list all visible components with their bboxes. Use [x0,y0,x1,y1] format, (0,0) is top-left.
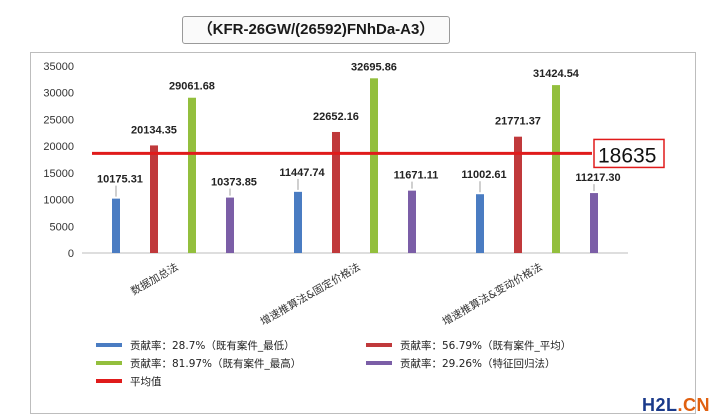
legend-label-reference: 平均值 [130,375,162,388]
legend-item-series-3: 贡献率：29.26%（特征回归法） [366,356,636,371]
legend-item-series-1: 贡献率：56.79%（既有案件_平均） [366,338,636,353]
legend-row: 贡献率：81.97%（既有案件_最高） 贡献率：29.26%（特征回归法） [96,354,636,372]
category-label-0: 数据加总法 [129,260,181,298]
bars-layer [112,78,598,253]
legend-row: 平均值 [96,372,636,390]
legend-item-series-2: 贡献率：81.97%（既有案件_最高） [96,356,366,371]
reference-layer: 18635 [92,138,665,169]
data-label-1-1: 22652.16 [313,111,359,123]
bar-0-2 [476,194,484,253]
reference-label-box [593,138,665,169]
data-label-3-0: 10373.85 [211,177,257,189]
data-label-0-1: 11447.74 [279,167,325,179]
chart-title: （KFR-26GW/(26592)FNhDa-A3） [182,16,450,44]
bar-3-2 [590,193,598,253]
bar-2-2 [552,85,560,253]
category-label-1: 增速推算法&固定价格法 [258,260,363,328]
data-label-2-1: 32695.86 [351,61,397,73]
y-tick-label: 25000 [43,114,74,126]
bar-1-0 [150,145,158,253]
data-label-3-1: 11671.11 [394,170,439,182]
watermark-part-a: H2L [641,395,678,415]
legend-row: 贡献率：28.7%（既有案件_最低） 贡献率：56.79%（既有案件_平均） [96,336,636,354]
legend-swatch-series-0 [96,343,122,347]
y-tick-label: 20000 [43,141,74,153]
data-label-2-0: 29061.68 [169,81,215,93]
reference-value-label: 18635 [598,144,656,167]
category-label-2: 增速推算法&变动价格法 [440,260,545,328]
legend-swatch-reference [96,379,122,383]
bar-3-1 [408,190,416,253]
data-label-2-2: 31424.54 [533,68,580,80]
site-watermark: H2L.CN [642,395,710,416]
legend-label-series-1: 贡献率：56.79%（既有案件_平均） [400,339,572,352]
y-tick-label: 0 [68,248,74,260]
legend-swatch-series-2 [96,361,122,365]
data-label-3-2: 11217.30 [575,172,620,184]
bar-0-0 [112,198,120,253]
legend-swatch-series-1 [366,343,392,347]
watermark-part-b: .CN [677,395,710,415]
y-tick-label: 5000 [50,221,74,233]
y-tick-label: 35000 [43,61,74,73]
y-tick-label: 30000 [43,88,74,100]
y-tick-label: 10000 [43,195,74,207]
legend-label-series-0: 贡献率：28.7%（既有案件_最低） [130,339,295,352]
legend-label-series-3: 贡献率：29.26%（特征回归法） [400,357,556,370]
legend-label-series-2: 贡献率：81.97%（既有案件_最高） [130,357,302,370]
legend-item-series-0: 贡献率：28.7%（既有案件_最低） [96,338,366,353]
bar-0-1 [294,191,302,253]
legend-swatch-series-3 [366,361,392,365]
y-tick-label: 15000 [43,168,74,180]
bar-1-1 [332,131,340,253]
chart-frame [30,52,696,414]
bar-1-2 [514,136,522,253]
data-label-0-2: 11002.61 [461,169,506,181]
data-label-1-2: 21771.37 [495,116,541,128]
bar-2-0 [188,97,196,253]
bar-2-1 [370,78,378,253]
legend: 贡献率：28.7%（既有案件_最低） 贡献率：56.79%（既有案件_平均） 贡… [96,336,636,390]
labels-layer: 10175.31 11447.74 11002.61 20134.35 22652.16… [97,61,621,197]
bar-3-0 [226,197,234,253]
legend-item-reference: 平均值 [96,374,366,389]
data-label-0-0: 10175.31 [97,174,143,186]
data-label-1-0: 20134.35 [131,124,177,136]
